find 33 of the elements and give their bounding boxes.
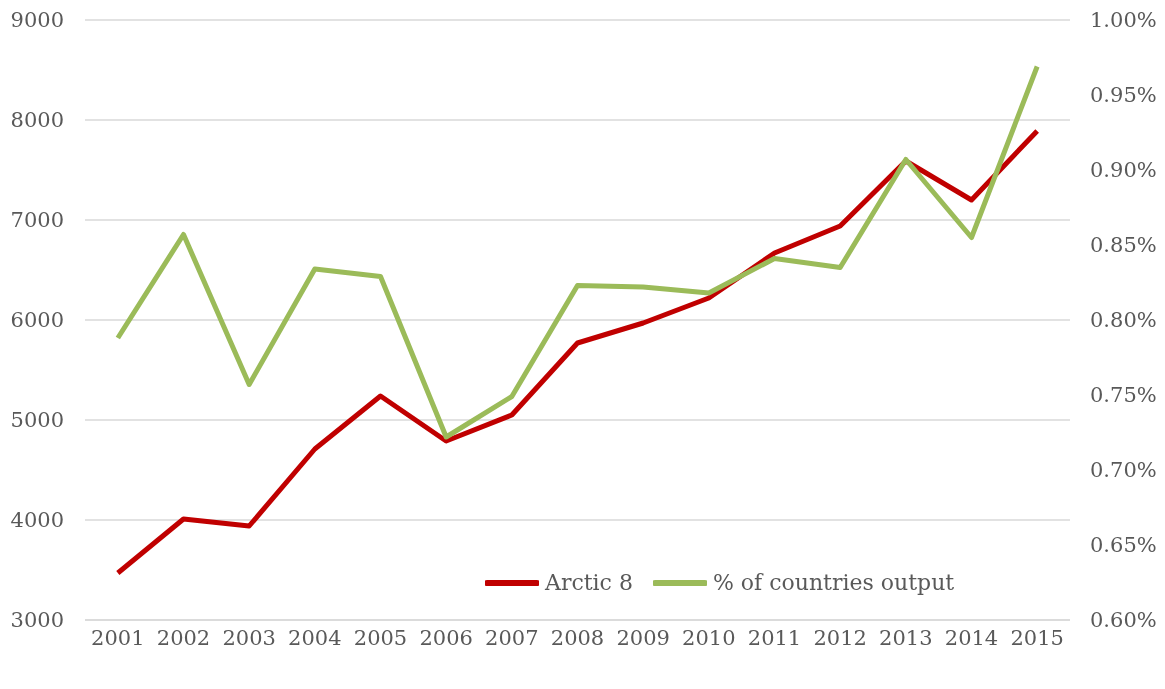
x-tick-label: 2008: [550, 625, 605, 650]
y2-tick-label: 0.95%: [1090, 83, 1157, 108]
y2-tick-label: 0.75%: [1090, 383, 1157, 408]
x-tick-label: 2014: [944, 625, 999, 650]
y2-tick-label: 0.60%: [1090, 608, 1157, 633]
y2-tick-label: 1.00%: [1090, 8, 1157, 33]
x-tick-label: 2012: [813, 625, 867, 650]
legend-label: % of countries output: [712, 570, 955, 595]
y2-tick-label: 0.80%: [1090, 308, 1157, 333]
y-tick-label: 6000: [10, 308, 64, 333]
y-tick-label: 5000: [10, 408, 64, 433]
x-tick-label: 2006: [419, 625, 473, 650]
legend-label: Arctic 8: [545, 570, 633, 595]
y-tick-label: 7000: [10, 208, 64, 233]
x-tick-label: 2009: [616, 625, 670, 650]
x-tick-label: 2013: [879, 625, 933, 650]
y-tick-label: 3000: [10, 608, 64, 633]
y2-tick-label: 0.70%: [1090, 458, 1157, 483]
x-tick-label: 2007: [485, 625, 539, 650]
x-tick-label: 2015: [1010, 625, 1064, 650]
x-tick-label: 2003: [222, 625, 276, 650]
y2-tick-label: 0.85%: [1090, 233, 1157, 258]
y-tick-label: 4000: [10, 508, 64, 533]
y2-tick-label: 0.90%: [1090, 158, 1157, 183]
x-tick-label: 2005: [353, 625, 408, 650]
y-tick-label: 9000: [10, 8, 64, 33]
x-tick-label: 2011: [747, 625, 802, 650]
y2-tick-label: 0.65%: [1090, 533, 1157, 558]
x-tick-label: 2001: [91, 625, 145, 650]
x-tick-label: 2004: [288, 625, 342, 650]
x-tick-label: 2010: [682, 625, 736, 650]
x-tick-label: 2002: [156, 625, 211, 650]
y-tick-label: 8000: [10, 108, 64, 133]
